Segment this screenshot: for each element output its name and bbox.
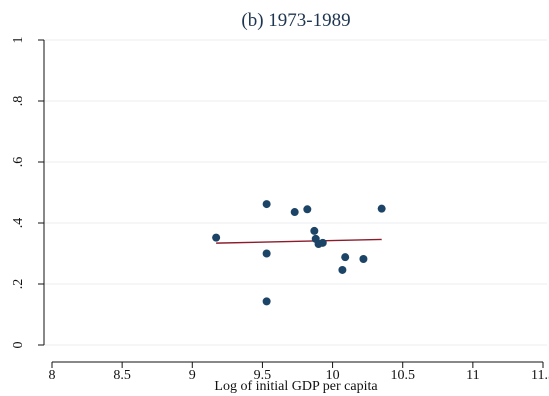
y-tick-label: .8 <box>11 96 26 107</box>
chart-title: (b) 1973-1989 <box>241 10 350 31</box>
scatter-point <box>338 265 347 274</box>
y-tick-label: 1 <box>11 37 26 44</box>
x-tick-label: 8.5 <box>113 368 131 383</box>
scatter-point <box>262 297 271 306</box>
scatter-point <box>212 233 221 242</box>
scatter-point <box>318 238 327 247</box>
x-tick-label: 9.5 <box>254 368 272 383</box>
x-tick-label: 9 <box>189 368 196 383</box>
x-tick-label: 10 <box>326 368 340 383</box>
scatter-point <box>262 249 271 258</box>
y-tick-label: .2 <box>11 279 26 290</box>
y-tick-label: .4 <box>11 218 26 229</box>
scatter-point <box>310 226 319 235</box>
y-tick-label: .6 <box>11 157 26 168</box>
scatter-point <box>377 204 386 213</box>
axes <box>43 40 543 363</box>
x-ticks: 8 8.5 9 9.5 10 10.5 11 11.5 <box>49 362 549 383</box>
fit-line <box>216 238 382 244</box>
scatter-point <box>290 208 299 217</box>
scatter-point <box>303 205 312 214</box>
x-tick-label: 11.5 <box>531 368 549 383</box>
x-tick-label: 8 <box>49 368 56 383</box>
scatter-point <box>262 200 271 209</box>
data-points <box>212 200 386 306</box>
y-ticks: 0 .2 .4 .6 .8 1 <box>11 37 44 349</box>
fit-line-group <box>216 238 382 244</box>
x-tick-label: 11 <box>466 368 479 383</box>
scatter-point <box>341 253 350 262</box>
scatter-point <box>359 254 368 263</box>
x-axis-label: Log of initial GDP per capita <box>214 379 378 394</box>
x-tick-label: 10.5 <box>390 368 415 383</box>
grid-lines <box>44 39 547 346</box>
y-tick-label: 0 <box>11 342 26 349</box>
